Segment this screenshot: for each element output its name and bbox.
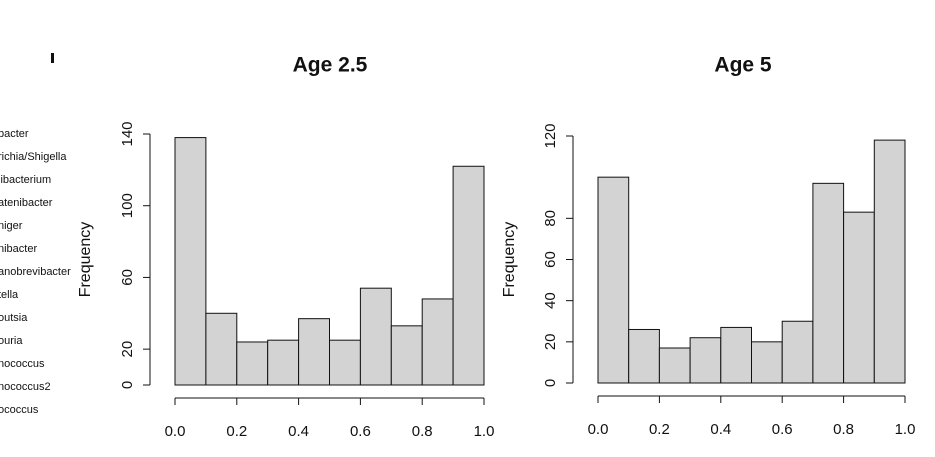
bar xyxy=(751,341,783,384)
x-tick-label: 0.2 xyxy=(649,421,670,438)
y-tick-label: 0 xyxy=(119,381,136,389)
bar xyxy=(421,298,454,386)
y-tick-label: 80 xyxy=(542,210,559,227)
side-label: tella xyxy=(0,289,19,301)
bar xyxy=(452,165,485,386)
crop-artifact xyxy=(51,53,54,63)
side-label: outsia xyxy=(0,312,28,324)
bar xyxy=(628,328,660,384)
side-label: nococcus xyxy=(0,358,45,370)
bar xyxy=(873,139,906,384)
bar xyxy=(359,287,392,386)
bar xyxy=(236,341,269,386)
x-tick-label: 0.8 xyxy=(833,421,854,438)
bar xyxy=(843,211,875,384)
x-tick-label: 0.0 xyxy=(588,421,609,438)
x-tick-label: 0.6 xyxy=(772,421,793,438)
y-tick-label: 20 xyxy=(119,341,136,358)
bar xyxy=(597,176,630,384)
bar xyxy=(812,182,845,384)
bar xyxy=(267,339,300,386)
y-tick-label: 100 xyxy=(119,193,136,218)
x-tick-label: 0.6 xyxy=(350,423,371,440)
bar xyxy=(781,320,814,384)
x-tick-label: 0.2 xyxy=(226,423,247,440)
y-tick-label: 140 xyxy=(119,121,136,146)
y-axis-label: Frequency xyxy=(501,222,518,298)
side-label: atenibacter xyxy=(0,197,53,209)
side-label: nococcus2 xyxy=(0,381,51,393)
chart-title: Age 2.5 xyxy=(293,54,368,77)
x-tick-label: 0.0 xyxy=(165,423,186,440)
side-label: richia/Shigella xyxy=(0,151,67,163)
side-label: ococcus xyxy=(0,404,39,416)
bar xyxy=(298,318,331,386)
x-tick-label: 1.0 xyxy=(474,423,495,440)
y-tick-label: 60 xyxy=(542,251,559,268)
bar xyxy=(329,339,361,386)
side-label: bacter xyxy=(0,128,29,140)
side-label: libacterium xyxy=(0,174,51,186)
side-label: nibacter xyxy=(0,243,37,255)
y-tick-label: 20 xyxy=(542,333,559,350)
bar xyxy=(390,325,423,386)
side-label: niger xyxy=(0,220,23,232)
side-label: anobrevibacter xyxy=(0,266,71,278)
bar xyxy=(720,326,752,384)
x-tick-label: 1.0 xyxy=(895,421,916,438)
y-axis-label: Frequency xyxy=(77,222,94,298)
y-tick-label: 40 xyxy=(542,292,559,309)
x-tick-label: 0.4 xyxy=(710,421,731,438)
x-tick-label: 0.4 xyxy=(288,423,309,440)
y-tick-label: 60 xyxy=(119,269,136,286)
side-label: ouria xyxy=(0,335,23,347)
y-tick-label: 0 xyxy=(542,379,559,387)
x-tick-label: 0.8 xyxy=(412,423,433,440)
bar xyxy=(658,347,691,384)
chart-title: Age 5 xyxy=(714,54,772,77)
y-tick-label: 120 xyxy=(542,123,559,148)
bar xyxy=(689,337,722,384)
bar xyxy=(205,312,238,386)
bar xyxy=(174,137,207,386)
